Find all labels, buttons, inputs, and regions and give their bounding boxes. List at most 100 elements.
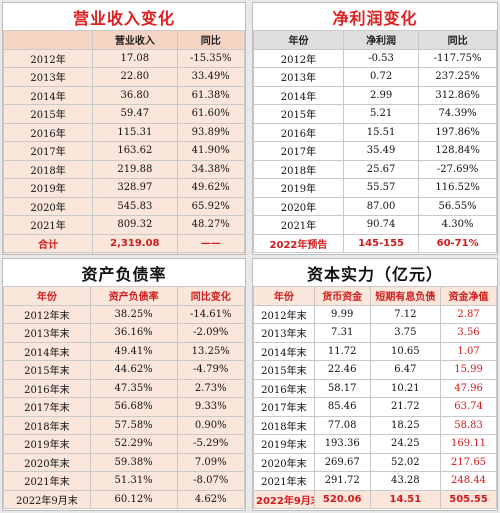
table-cell: 24.25 (369, 434, 442, 454)
table-cell: 2013年 (3, 67, 94, 87)
table-cell: -8.07% (176, 471, 245, 491)
table-cell: 0.90% (176, 415, 245, 435)
table-cell: 2.73% (176, 378, 245, 398)
table-cell: 2020年 (253, 196, 344, 216)
table-cell: 128.84% (418, 141, 497, 161)
table-cell: 2012年 (253, 48, 344, 68)
table-cell: 505.55 (440, 489, 497, 509)
table-cell: 35.49 (342, 141, 420, 161)
profit-table: 年份 净利润 同比 2012年 -0.53 -117.75% 2013年 0.72 237.25… (253, 30, 497, 253)
table-cell: -5.29% (176, 434, 245, 454)
table-cell: 2021年末 (253, 471, 315, 491)
table-cell: 43.28 (369, 471, 442, 491)
table-cell: 年份 (253, 30, 344, 50)
table-cell: 2022年9月末 (253, 489, 315, 509)
table-cell: 36.16% (89, 323, 178, 343)
table-cell: 85.46 (313, 397, 371, 417)
table-cell: 47.35% (89, 378, 178, 398)
table-cell: 2020年末 (253, 452, 315, 472)
table-cell: 312.86% (418, 85, 497, 105)
table-cell: -4.79% (176, 360, 245, 380)
table-cell: 2016年 (3, 122, 94, 142)
table-cell: -14.61% (176, 304, 245, 324)
table-cell: 63.74 (440, 397, 497, 417)
table-cell: 52.29% (89, 434, 178, 454)
table-cell: 2017年 (3, 141, 94, 161)
table-cell: 18.25 (369, 415, 442, 435)
table-cell: 营业收入 (92, 30, 178, 50)
table-cell: 93.89% (176, 122, 245, 142)
table-cell: 2015年 (253, 104, 344, 124)
table-cell: 2012年末 (3, 304, 91, 324)
table-cell: 237.25% (418, 67, 497, 87)
table-row: 2021年末 51.31% -8.07% (3, 471, 245, 491)
table-cell: 2019年末 (3, 434, 91, 454)
table-cell: 38.25% (89, 304, 178, 324)
table-row: 2019年末 52.29% -5.29% (3, 434, 245, 454)
table-cell: 60.12% (89, 489, 178, 509)
table-cell: 55.57 (342, 178, 420, 198)
table-row: 2020年末 269.67 52.02 217.65 (253, 452, 497, 472)
table-cell: 48.27% (176, 215, 245, 235)
table-cell: 同比 (418, 30, 497, 50)
table-footer-row: 2022年机构预测1229.9651.97% (3, 252, 245, 254)
debt-ratio-panel: 资产负债率 年份 资产负债率 同比变化 2012年末 38.25% -14.61% 2013… (2, 258, 246, 511)
table-cell: 2020年 (3, 196, 94, 216)
capital-title: 资本实力（亿元） (306, 264, 443, 284)
table-row: 2016年末 58.17 10.21 47.96 (253, 378, 497, 398)
table-cell: 2017年末 (253, 397, 315, 417)
table-row: 2020年 87.00 56.55% (253, 196, 497, 216)
table-cell: 291.72 (313, 471, 371, 491)
table-cell: 545.83 (92, 196, 178, 216)
revenue-table: 营业收入 同比 2012年 17.08 -15.35% 2013年 22.80 33.49% 2… (3, 30, 245, 254)
table-cell: 6.47 (369, 360, 442, 380)
table-header-row: 年份 资产负债率 同比变化 (3, 286, 245, 306)
table-cell: 2014年末 (253, 341, 315, 361)
table-cell: 36.80 (92, 85, 178, 105)
table-cell: 328.97 (92, 178, 178, 198)
table-cell: 10.21 (369, 378, 442, 398)
table-row: 2012年 17.08 -15.35% (3, 48, 245, 68)
table-cell: 年份 (3, 286, 91, 306)
table-cell: 年份 (253, 286, 315, 306)
table-cell: 5.21 (342, 104, 420, 124)
table-cell: 34.38% (176, 159, 245, 179)
table-cell: 货币资金 (313, 286, 371, 306)
table-cell: 41.90% (176, 141, 245, 161)
table-cell: 2018年 (3, 159, 94, 179)
table-row: 2014年末 11.72 10.65 1.07 (253, 341, 497, 361)
table-row: 2012年 -0.53 -117.75% (253, 48, 497, 68)
table-cell: -117.75% (418, 48, 497, 68)
table-cell: 56.55% (418, 196, 497, 216)
table-header-row: 年份 净利润 同比 (253, 30, 497, 50)
table-footer-row: 2022年预告 145-155 60-71% (253, 233, 497, 253)
table-cell (3, 30, 94, 50)
table-cell: 58.17 (313, 378, 371, 398)
table-cell: —— (176, 233, 245, 253)
table-cell: 248.44 (440, 471, 497, 491)
table-cell: 同比变化 (176, 286, 245, 306)
table-cell: -2.09% (176, 323, 245, 343)
table-row: 2017年 163.62 41.90% (3, 141, 245, 161)
table-row: 2021年 90.74 4.30% (253, 215, 497, 235)
table-cell: 56.68% (89, 397, 178, 417)
capital-panel: 资本实力（亿元） 年份 货币资金 短期有息负债 资金净值 2012年末 9.99 7.12 2… (252, 258, 498, 511)
table-row: 2014年 36.80 61.38% (3, 85, 245, 105)
table-row: 2013年末 7.31 3.75 3.56 (253, 323, 497, 343)
table-cell: 2014年末 (3, 341, 91, 361)
table-cell: 115.31 (92, 122, 178, 142)
table-row: 2018年 25.67 -27.69% (253, 159, 497, 179)
profit-panel: 净利润变化 年份 净利润 同比 2012年 -0.53 -117.75% 2013年 0.72… (252, 2, 498, 255)
table-cell: 9.33% (176, 397, 245, 417)
table-cell: 60-71% (418, 233, 497, 253)
table-row: 2016年末 47.35% 2.73% (3, 378, 245, 398)
table-row: 2018年末 57.58% 0.90% (3, 415, 245, 435)
table-cell: 2012年 (3, 48, 94, 68)
table-row: 2021年 809.32 48.27% (3, 215, 245, 235)
table-cell: 2015年末 (3, 360, 91, 380)
table-cell: 65.92% (176, 196, 245, 216)
table-cell: 4.30% (418, 215, 497, 235)
table-row: 2017年 35.49 128.84% (253, 141, 497, 161)
table-header-row: 年份 货币资金 短期有息负债 资金净值 (253, 286, 497, 306)
